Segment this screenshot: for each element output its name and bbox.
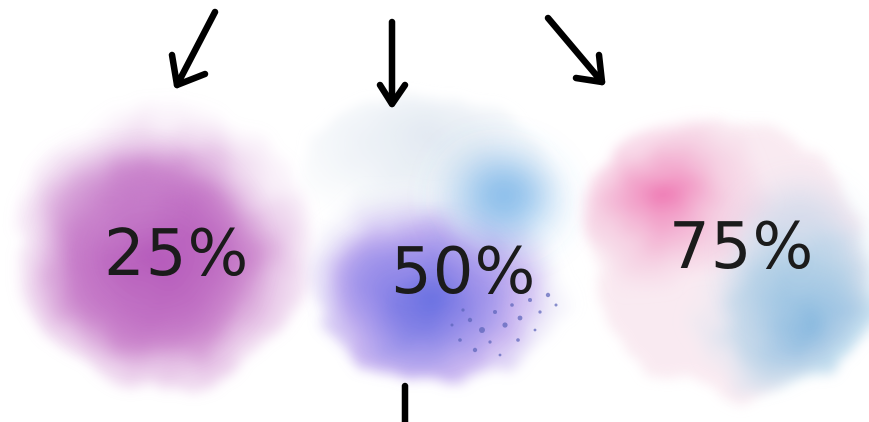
paint-speckles — [450, 292, 558, 357]
arrow-right-icon — [544, 14, 606, 86]
percent-label-25: 25% — [104, 217, 250, 291]
pink-blue-blot — [590, 120, 869, 395]
purple-blot — [10, 100, 310, 390]
arrow-left-icon — [168, 8, 219, 89]
arrow-down-icon — [376, 18, 409, 108]
percent-label-50: 50% — [391, 235, 537, 309]
blue-violet-blot — [295, 95, 575, 380]
percent-label-75: 75% — [669, 210, 815, 284]
